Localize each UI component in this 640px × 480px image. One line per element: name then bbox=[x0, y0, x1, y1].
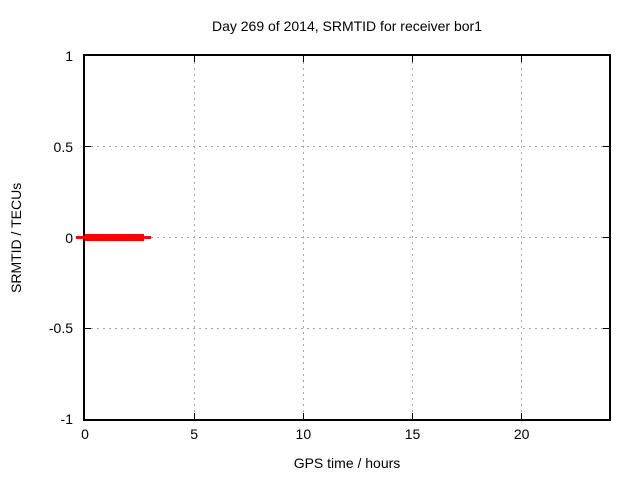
y-tick-mark-right bbox=[603, 237, 609, 238]
x-tick-mark-top bbox=[412, 56, 413, 62]
y-tick-label: 1 bbox=[65, 48, 73, 64]
x-axis-label: GPS time / hours bbox=[293, 455, 401, 471]
x-tick-mark-bottom bbox=[193, 413, 195, 419]
x-tick-mark-top bbox=[521, 56, 523, 62]
x-tick-label: 5 bbox=[190, 426, 199, 442]
y-tick-mark-right bbox=[603, 327, 609, 329]
data-series-line bbox=[85, 234, 144, 241]
y-gridline bbox=[85, 327, 609, 329]
x-tick-mark-bottom bbox=[302, 413, 304, 419]
y-tick-label: -0.5 bbox=[48, 320, 73, 337]
y-tick-label: -1 bbox=[60, 411, 73, 427]
y-gridline bbox=[85, 146, 609, 148]
y-gridline bbox=[85, 237, 609, 238]
x-tick-label: 0 bbox=[81, 426, 89, 442]
x-tick-label: 20 bbox=[513, 426, 530, 442]
y-tick-mark-left bbox=[85, 327, 91, 329]
plot-area bbox=[76, 54, 611, 421]
x-tick-mark-top bbox=[193, 56, 195, 62]
y-tick-mark-left bbox=[85, 146, 91, 148]
chart-title: Day 269 of 2014, SRMTID for receiver bor… bbox=[211, 18, 482, 34]
x-tick-mark-bottom bbox=[521, 413, 523, 419]
x-tick-mark-bottom bbox=[412, 413, 413, 419]
x-tick-label: 15 bbox=[404, 426, 421, 442]
x-tick-label: 10 bbox=[295, 426, 312, 442]
y-tick-label: 0 bbox=[65, 229, 73, 246]
x-tick-mark-top bbox=[302, 56, 304, 62]
y-tick-mark-right bbox=[603, 146, 609, 148]
y-tick-label: 0.5 bbox=[53, 138, 73, 155]
